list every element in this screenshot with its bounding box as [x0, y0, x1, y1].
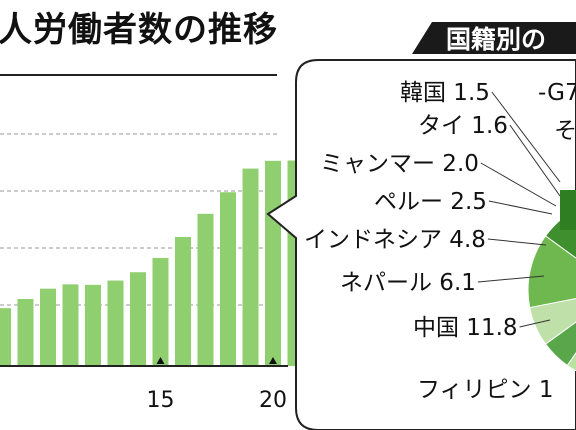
bar-2011 [62, 284, 79, 366]
pie-leader-line [519, 319, 551, 328]
x-tick-marker [156, 357, 165, 364]
bar-2017 [197, 213, 214, 366]
pie-slice-中国 [527, 235, 576, 309]
pie-leader-line [488, 200, 553, 215]
bar-2019 [242, 168, 259, 366]
pie-label-韓国: 韓国 1.5 [400, 80, 490, 106]
bar-2012 [85, 284, 101, 366]
pie-dark-strip [560, 190, 576, 230]
pie-label-フィリピン: フィリピン 1 [417, 377, 553, 403]
pie-leader-line [480, 162, 557, 207]
bar-2014 [130, 272, 146, 366]
bar-2016 [175, 237, 191, 366]
pie-label-ペルー: ペルー 2.5 [374, 189, 487, 215]
pie-leader-line [509, 124, 561, 197]
pie-label-インドネシア: インドネシア 4.8 [304, 227, 486, 253]
pie-leader-line [477, 275, 545, 283]
pie-label-中国: 中国 11.8 [413, 315, 518, 341]
pie-label-ミャンマー: ミャンマー 2.0 [320, 151, 479, 177]
bar-2009 [17, 299, 34, 366]
pie-leader-line [487, 238, 547, 246]
pie-labels: 韓国 1.5 タイ 1.6 ミャンマー 2.0 ペルー 2.5 インドネシア 4.8 ネパ… [304, 80, 576, 403]
bar-2010 [40, 288, 56, 366]
bar-2020 [265, 160, 281, 366]
pie-label-partial: そ [554, 118, 576, 144]
pie-chart [527, 190, 576, 372]
x-tick-marker [269, 357, 277, 364]
pie-header-tab [412, 22, 576, 54]
bar-2008 [0, 308, 11, 366]
pie-label-partial: -G7 [538, 80, 576, 106]
bar-2018 [220, 192, 236, 366]
bar-2013 [107, 280, 124, 366]
pie-leader-line [491, 91, 561, 183]
x-tick-label: 15 [147, 388, 175, 413]
pie-header-text: 国籍別の [446, 25, 546, 54]
pie-label-タイ: タイ 1.6 [418, 113, 508, 139]
chart-title: 人労働者数の推移 [0, 10, 278, 50]
bar-2015 [152, 257, 169, 366]
pie-label-ネパール: ネパール 6.1 [340, 270, 476, 296]
x-tick-label: 20 [259, 388, 287, 413]
